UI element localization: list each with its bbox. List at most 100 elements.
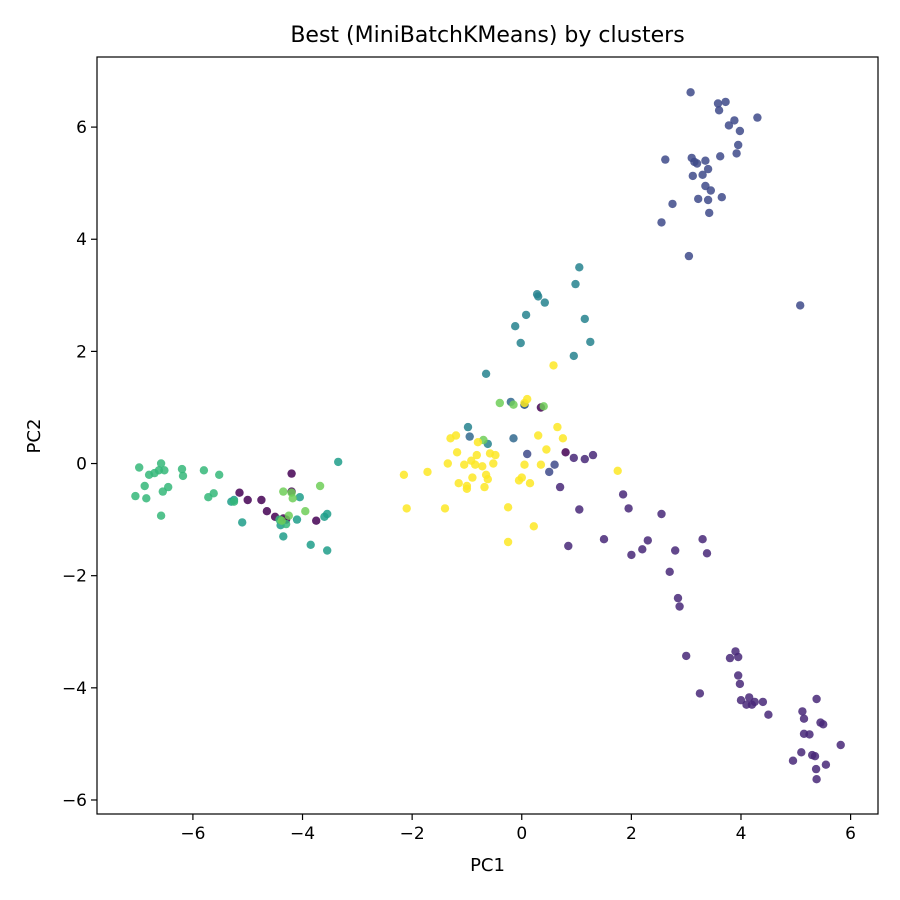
data-point <box>540 298 549 307</box>
y-tick-label: −4 <box>62 679 87 699</box>
data-point <box>734 140 743 150</box>
data-point <box>262 507 272 516</box>
data-point <box>539 402 548 411</box>
data-point <box>177 464 187 474</box>
data-point <box>452 448 462 457</box>
data-point <box>613 466 622 475</box>
data-point <box>812 694 821 704</box>
x-tick-label: −4 <box>290 824 315 844</box>
data-point <box>549 361 558 370</box>
plot-frame <box>96 56 879 815</box>
y-tick-label: −2 <box>62 567 87 587</box>
data-point <box>503 537 513 547</box>
data-point <box>724 121 734 130</box>
data-point <box>821 760 831 769</box>
data-point <box>301 507 310 516</box>
data-point <box>465 432 474 441</box>
data-point <box>753 113 762 122</box>
data-point <box>657 509 666 519</box>
cluster-series-8 <box>399 361 622 547</box>
data-point <box>682 651 691 661</box>
data-point <box>671 546 680 555</box>
data-point <box>799 714 809 723</box>
data-point <box>684 251 694 261</box>
data-point <box>555 482 565 492</box>
data-point <box>315 481 325 491</box>
data-point <box>229 497 239 506</box>
data-point <box>717 193 726 202</box>
data-point <box>509 434 518 443</box>
data-point <box>471 460 480 469</box>
data-point <box>495 398 504 408</box>
data-point <box>734 671 743 680</box>
data-point <box>243 495 252 505</box>
data-point <box>721 97 730 107</box>
data-point <box>705 208 714 218</box>
data-point <box>811 764 821 774</box>
cluster-series-4 <box>463 263 595 449</box>
data-point <box>805 730 814 739</box>
data-point <box>580 314 589 324</box>
data-point <box>836 740 845 750</box>
data-point <box>306 540 315 549</box>
data-point <box>521 310 531 320</box>
data-point <box>732 149 741 158</box>
data-point <box>564 541 573 551</box>
chart-title: Best (MiniBatchKMeans) by clusters <box>290 23 684 48</box>
data-point <box>460 460 469 469</box>
data-point <box>698 535 707 544</box>
data-point <box>688 171 697 181</box>
data-point <box>569 351 578 361</box>
data-point <box>235 488 244 497</box>
data-point <box>462 481 472 491</box>
data-point <box>473 438 483 447</box>
x-tick-label: −6 <box>180 824 205 844</box>
data-point <box>706 186 715 195</box>
y-tick-label: 0 <box>76 455 87 475</box>
data-point <box>523 449 532 459</box>
data-point <box>312 516 321 525</box>
axes: −6 −4 −2 0 2 4 6 −6 −4 −2 0 2 4 6 <box>62 56 879 844</box>
data-point <box>550 460 559 469</box>
data-point <box>257 495 266 505</box>
data-point <box>764 710 773 719</box>
cluster-series-1 <box>520 400 845 784</box>
data-point <box>536 460 546 469</box>
data-point <box>517 473 526 482</box>
data-point <box>735 679 745 689</box>
data-point <box>725 653 735 663</box>
data-point <box>463 422 473 432</box>
data-point <box>142 494 151 503</box>
x-tick-label: −2 <box>400 824 425 844</box>
data-point <box>534 292 543 301</box>
x-tick-label: 2 <box>626 824 637 844</box>
data-point <box>810 752 820 761</box>
data-point <box>209 489 218 498</box>
data-point <box>523 394 532 404</box>
data-point <box>489 459 498 468</box>
data-point <box>399 470 409 479</box>
y-tick-label: 4 <box>76 230 87 250</box>
data-point <box>788 756 798 765</box>
data-point <box>586 337 595 347</box>
data-point <box>750 697 759 707</box>
x-tick-label: 4 <box>736 824 747 844</box>
data-point <box>797 748 806 757</box>
data-point <box>451 431 461 440</box>
data-point <box>483 475 492 484</box>
data-point <box>440 504 450 513</box>
data-point <box>295 493 304 502</box>
data-point <box>164 482 173 492</box>
data-point <box>140 481 149 491</box>
data-point <box>509 400 518 409</box>
cluster-series-6 <box>131 459 291 529</box>
data-point <box>454 479 463 488</box>
data-point <box>516 338 525 348</box>
data-point <box>529 522 538 531</box>
data-point <box>665 567 674 576</box>
data-point <box>618 490 628 499</box>
data-point <box>277 516 286 525</box>
cluster-series-7 <box>277 398 548 525</box>
